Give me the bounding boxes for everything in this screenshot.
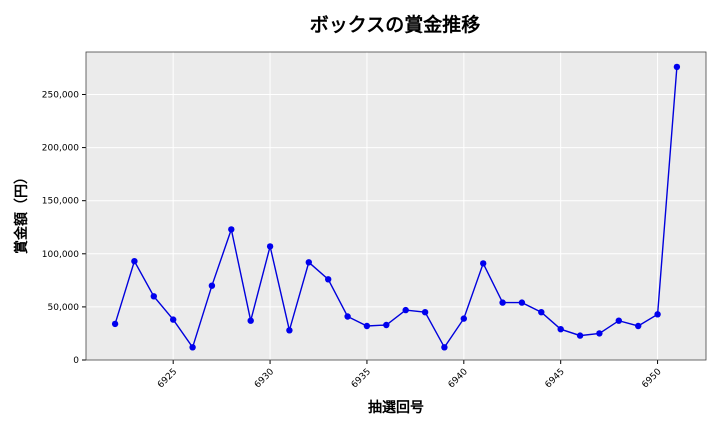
data-point [557,326,564,333]
data-point [499,299,506,306]
data-point [150,293,157,300]
plot-area [86,52,706,360]
data-point [111,320,119,328]
series-line [114,66,678,349]
data-point [615,317,622,324]
data-point [441,344,448,351]
y-tick-label: 150,000 [42,197,79,207]
y-tick-label: 0 [73,356,79,366]
data-point [383,321,390,329]
data-point [596,330,603,337]
axes [82,51,707,364]
data-point [208,282,216,289]
y-tick-label: 250,000 [42,90,79,100]
x-axis-label: 抽選回号 [368,399,424,416]
data-point [247,317,254,324]
data-point [189,344,196,351]
y-tick-label: 50,000 [48,303,80,313]
y-tick-label: 100,000 [42,250,79,260]
y-tick-label: 200,000 [42,144,79,154]
data-point [363,322,371,330]
data-point [654,311,661,318]
data-point [460,315,467,322]
x-tick-label: 6950 [640,367,663,390]
data-point [228,226,235,233]
data-point [402,306,409,314]
x-tick-label: 6935 [350,367,373,390]
data-point [305,259,312,266]
data-point [344,313,351,320]
x-tick-label: 6945 [544,367,567,390]
y-axis-label: 賞金額（円） [13,170,30,254]
chart-title: ボックスの賞金推移 [310,13,480,36]
data-point [131,258,138,265]
data-point [480,260,487,267]
data-point [518,299,526,306]
data-point [421,309,429,316]
data-point [266,243,274,250]
data-point [673,63,681,71]
data-point [576,332,584,339]
data-series [111,63,681,351]
data-point [170,316,177,323]
data-point [538,309,545,316]
x-tick-label: 6940 [447,367,470,390]
x-tick-label: 6925 [156,367,179,390]
data-point [635,322,642,330]
data-point [286,327,293,334]
plot-frame [85,51,707,361]
x-tick-label: 6930 [253,367,276,390]
data-point [325,276,332,283]
